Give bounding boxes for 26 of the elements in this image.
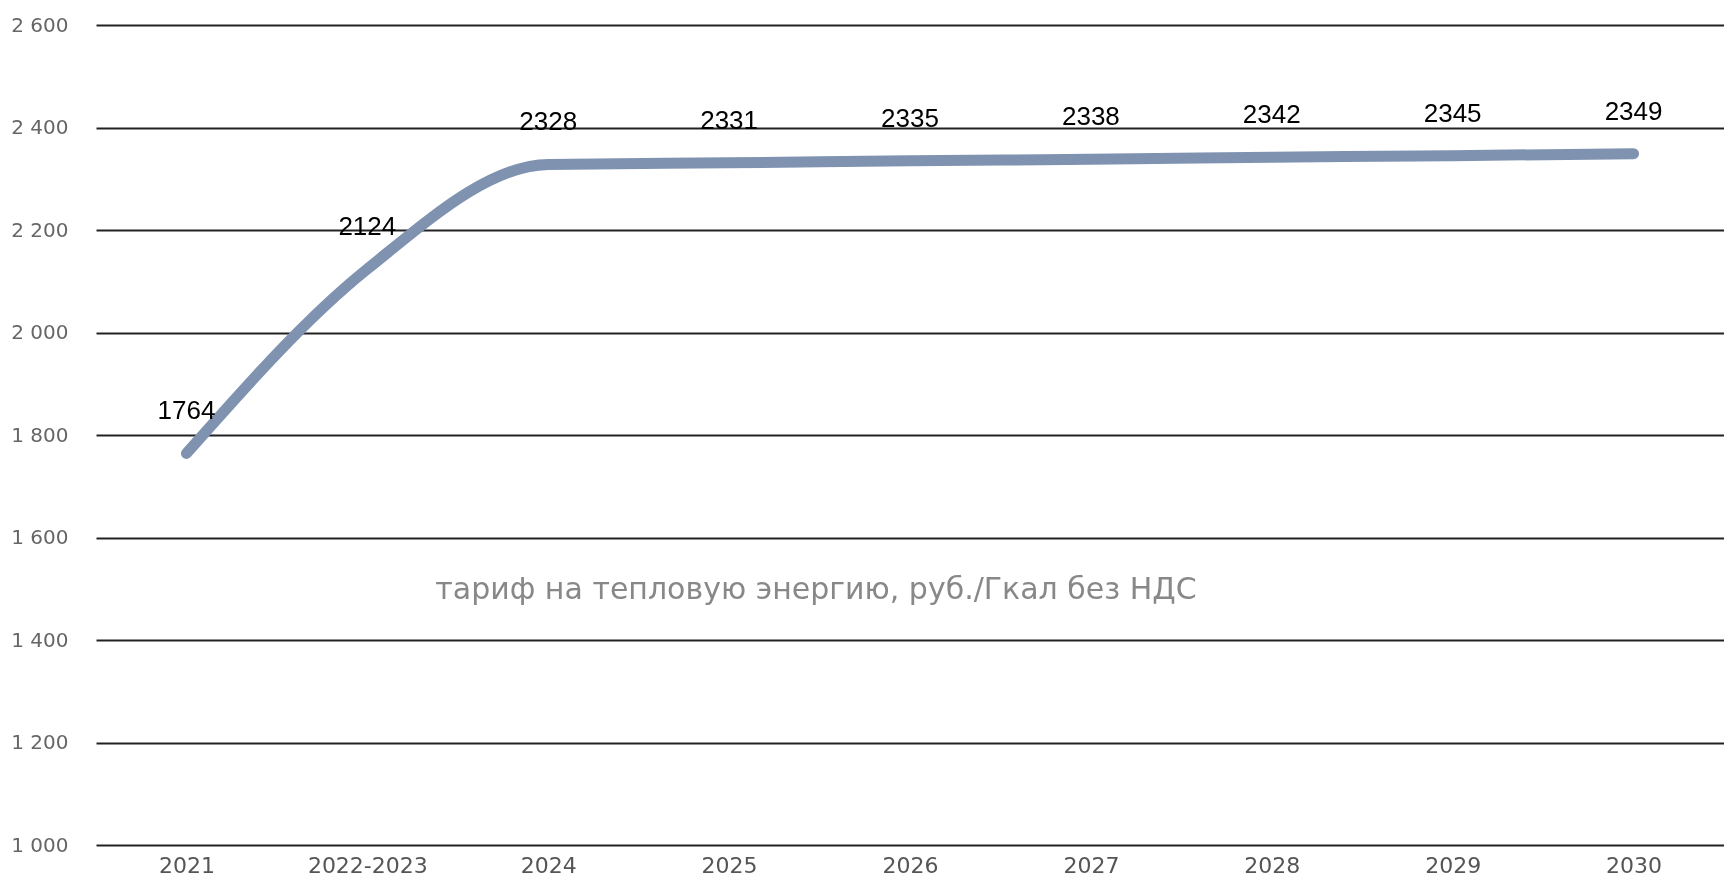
data-label: 2345 bbox=[1423, 97, 1482, 128]
x-tick-label: 2030 bbox=[1606, 852, 1663, 878]
data-label: 1764 bbox=[157, 395, 216, 426]
x-tick-label: 2022-2023 bbox=[307, 852, 428, 878]
y-tick-label: 2 000 bbox=[11, 320, 69, 344]
x-tick-label: 2029 bbox=[1425, 852, 1482, 878]
data-label: 2342 bbox=[1242, 99, 1301, 130]
y-tick-label: 1 200 bbox=[11, 730, 69, 754]
data-label: 2335 bbox=[881, 102, 939, 133]
x-tick-label: 2025 bbox=[701, 852, 758, 878]
x-tick-label: 2021 bbox=[158, 852, 215, 878]
annotation: тариф на тепловую энергию, руб./Гкал без НДС bbox=[435, 571, 1197, 606]
y-tick-label: 1 400 bbox=[11, 627, 69, 652]
x-tick-label: 2024 bbox=[520, 852, 577, 878]
y-tick-label: 1 600 bbox=[11, 525, 69, 549]
y-tick-label: 2 400 bbox=[11, 115, 69, 139]
y-tick-label: 2 200 bbox=[11, 217, 69, 242]
data-label: 2331 bbox=[700, 104, 759, 135]
y-tick-label: 1 800 bbox=[11, 422, 69, 447]
data-label: 2349 bbox=[1604, 95, 1663, 126]
y-tick-label: 2 600 bbox=[11, 12, 69, 37]
x-tick-label: 2026 bbox=[882, 852, 939, 878]
x-tick-label: 2027 bbox=[1063, 852, 1120, 878]
data-label: 2338 bbox=[1061, 101, 1120, 132]
x-tick-label: 2028 bbox=[1244, 852, 1301, 878]
y-tick-label: 1 000 bbox=[11, 832, 69, 857]
